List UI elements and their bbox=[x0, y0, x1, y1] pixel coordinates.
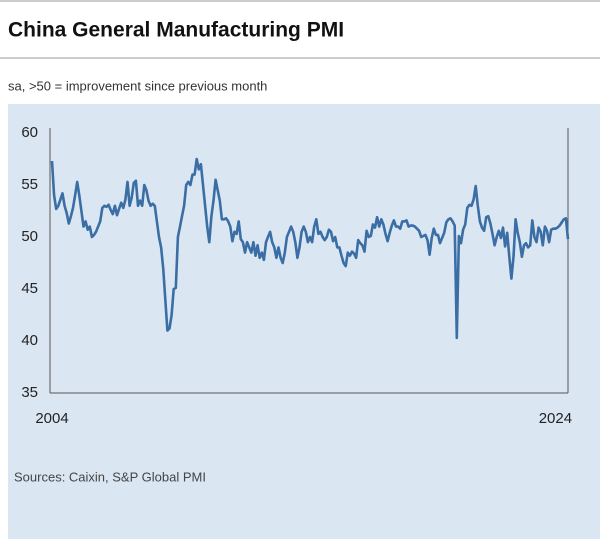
y-tick-label: 45 bbox=[21, 280, 38, 297]
y-tick-label: 35 bbox=[21, 384, 38, 401]
chart-panel bbox=[8, 104, 600, 539]
chart-title: China General Manufacturing PMI bbox=[8, 19, 344, 42]
series-line bbox=[50, 157, 570, 340]
y-tick-label: 55 bbox=[21, 176, 38, 193]
chart-subtitle: sa, >50 = improvement since previous mon… bbox=[8, 78, 267, 93]
x-tick-label: 2024 bbox=[539, 410, 572, 427]
source-note: Sources: Caixin, S&P Global PMI bbox=[14, 469, 206, 484]
y-tick-label: 50 bbox=[21, 228, 38, 245]
x-tick-label: 2004 bbox=[35, 410, 68, 427]
y-tick-label: 60 bbox=[21, 124, 38, 141]
y-tick-label: 40 bbox=[21, 332, 38, 349]
